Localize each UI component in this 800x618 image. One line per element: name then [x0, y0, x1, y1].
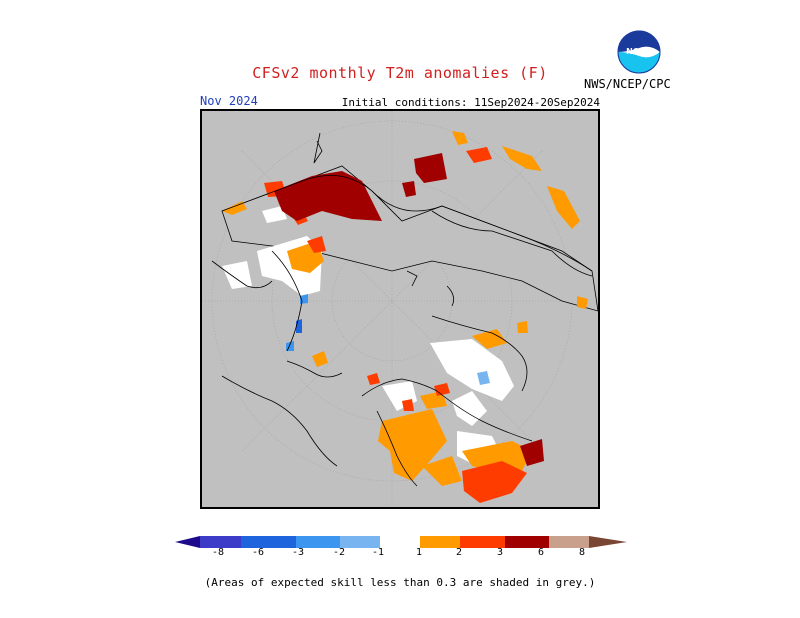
colorbar-segment: [380, 536, 420, 548]
colorbar-tick-label: -1: [371, 547, 385, 558]
colorbar-tick-label: 3: [496, 547, 504, 558]
colorbar-tick-label: 6: [537, 547, 545, 558]
color-scale-bar: [175, 536, 627, 548]
skill-note: (Areas of expected skill less than 0.3 a…: [204, 576, 596, 589]
colorbar-segment: [420, 536, 460, 548]
logo-text: NOAA: [626, 47, 652, 56]
colorbar-tick-label: 8: [578, 547, 586, 558]
colorbar-tick-label: -8: [211, 547, 225, 558]
initial-conditions: Initial conditions: 11Sep2024-20Sep2024: [341, 96, 600, 109]
colorbar-tick-label: -3: [291, 547, 305, 558]
colorbar-tick-label: -2: [332, 547, 346, 558]
forecast-month: Nov 2024: [200, 94, 258, 108]
colorbar-right-arrow: [589, 536, 627, 548]
map-frame: [200, 109, 600, 509]
colorbar-tick-label: 2: [455, 547, 463, 558]
colorbar-segment: [460, 536, 505, 548]
colorbar-tick-label: -6: [251, 547, 265, 558]
colorbar-segment: [200, 536, 241, 548]
chart-title: CFSv2 monthly T2m anomalies (F): [252, 64, 548, 82]
polar-map: [202, 111, 598, 507]
colorbar-segment: [549, 536, 589, 548]
anomaly-plus3: [274, 153, 544, 466]
agency-label: NWS/NCEP/CPC: [584, 77, 671, 91]
colorbar-left-arrow: [175, 536, 200, 548]
colorbar-segment: [505, 536, 549, 548]
colorbar-segment: [340, 536, 380, 548]
noaa-logo: NOAA: [617, 30, 661, 74]
colorbar-segment: [241, 536, 296, 548]
colorbar-tick-label: 1: [415, 547, 423, 558]
colorbar-segment: [296, 536, 340, 548]
coastlines: [211, 132, 593, 487]
